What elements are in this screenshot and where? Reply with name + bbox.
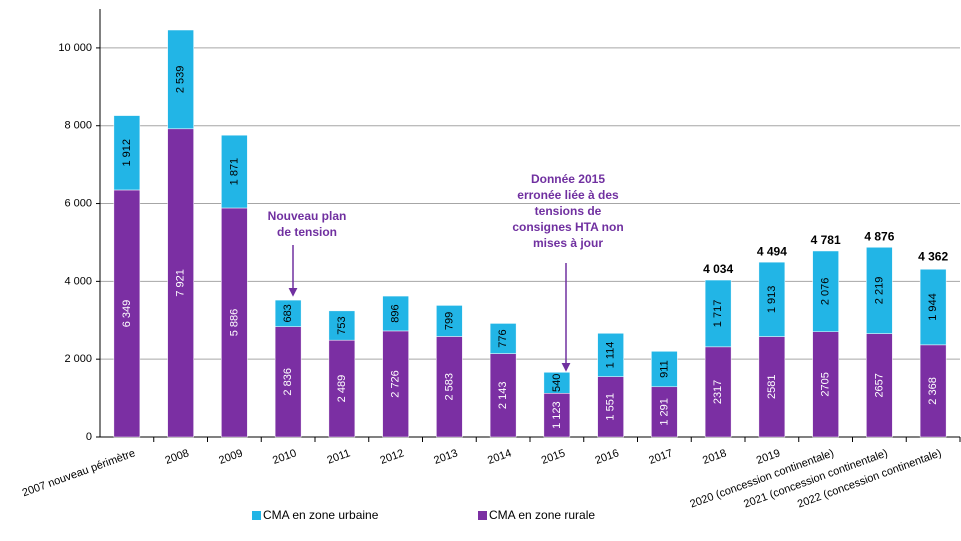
total-label: 4 034 [703,262,733,276]
value-label: 1 913 [766,286,778,314]
bar-segment [758,261,786,337]
bar-segment [651,386,678,438]
x-tick-label: 2009 [217,447,244,467]
value-label: 2 076 [820,278,832,306]
total-label: 4 494 [757,244,787,258]
x-tick-label: 2014 [486,447,513,467]
x-tick-label: 2010 [271,447,298,467]
value-label: 2 489 [336,375,348,403]
bar-segment [328,310,356,341]
bar-segment [543,372,571,394]
value-label: 896 [390,304,402,322]
total-label: 4 362 [918,249,948,263]
value-label: 2317 [712,380,724,404]
value-label: 7 921 [175,269,187,297]
bar-segment [274,299,302,327]
legend-label: CMA en zone rurale [489,508,595,522]
x-tick-label: 2012 [379,447,406,467]
x-tick-label: 2017 [647,447,674,467]
y-tick-label: 6 000 [64,197,92,209]
bar-segment [221,134,248,209]
value-label: 776 [497,329,509,347]
bar-segment [436,336,463,438]
value-label: 1 871 [228,158,240,186]
bar-segment [704,279,732,348]
value-label: 2581 [766,375,778,399]
value-label: 2 539 [175,66,187,94]
y-tick-label: 4 000 [64,275,92,287]
x-tick-label: 2015 [540,447,567,467]
bar-segment [866,247,893,334]
legend-swatch [252,511,261,520]
x-tick-label: 2018 [701,447,728,467]
x-tick-label: 2019 [755,447,782,467]
bar-segment [812,331,839,438]
bar-segment [919,268,947,346]
bar-segment [597,376,624,438]
bar-segment [382,330,409,438]
value-label: 1 291 [658,398,670,426]
value-label: 683 [282,304,294,322]
value-label: 6 349 [121,300,133,328]
value-label: 1 912 [121,139,133,167]
value-label: 2 368 [927,377,939,405]
value-label: 2 836 [282,368,294,396]
x-tick-label: 2007 nouveau périmètre [21,447,137,499]
annotation: tensions de [535,204,602,218]
bar-segment [597,333,624,377]
y-tick-label: 0 [86,431,92,443]
value-label: 2705 [820,372,832,396]
total-label: 4 781 [811,233,841,247]
y-tick-label: 8 000 [64,120,92,132]
annotation: erronée liée à des [517,188,619,202]
bar-segment [167,29,194,130]
bar-segment [382,295,409,332]
bar-segment [489,323,517,354]
y-tick-label: 10 000 [58,42,92,54]
x-tick-label: 2011 [326,447,352,466]
total-label: 4 876 [864,229,894,243]
bar-segment [704,346,732,438]
value-label: 2 143 [497,382,509,410]
bar-segment [221,207,248,438]
value-label: 1 123 [551,401,563,429]
bar-segment [489,353,517,438]
bar-segment [866,333,893,438]
value-label: 5 886 [228,309,240,337]
y-tick-label: 2 000 [64,353,92,365]
x-tick-label: 2016 [594,447,621,467]
bar-segment [543,393,571,438]
legend-label: CMA en zone urbaine [263,508,379,522]
value-label: 2 583 [443,373,455,401]
bar-segment [167,128,194,438]
value-label: 911 [658,360,670,378]
value-label: 2 219 [873,277,885,305]
legend-swatch [478,511,487,520]
value-label: 1 717 [712,300,724,328]
value-label: 753 [336,316,348,334]
x-tick-label: 2008 [164,447,191,467]
annotation: de tension [277,225,337,239]
value-label: 2657 [873,373,885,397]
bar-segment [328,339,356,438]
bar-segment [113,115,141,191]
bar-segment [919,344,947,438]
x-tick-label: 2013 [432,447,459,467]
annotation: Donnée 2015 [531,172,605,186]
value-label: 2 726 [390,370,402,398]
bar-segment [812,250,839,333]
bar-segment [436,305,463,337]
annotation: mises à jour [533,236,603,250]
value-label: 799 [443,312,455,330]
value-label: 1 114 [605,342,617,369]
value-label: 1 944 [927,293,939,321]
annotation: consignes HTA non [512,220,623,234]
bar-segment [651,351,678,388]
value-label: 540 [551,374,563,392]
value-label: 1 551 [605,393,617,421]
annotation: Nouveau plan [268,209,347,223]
bar-segment [113,189,141,438]
